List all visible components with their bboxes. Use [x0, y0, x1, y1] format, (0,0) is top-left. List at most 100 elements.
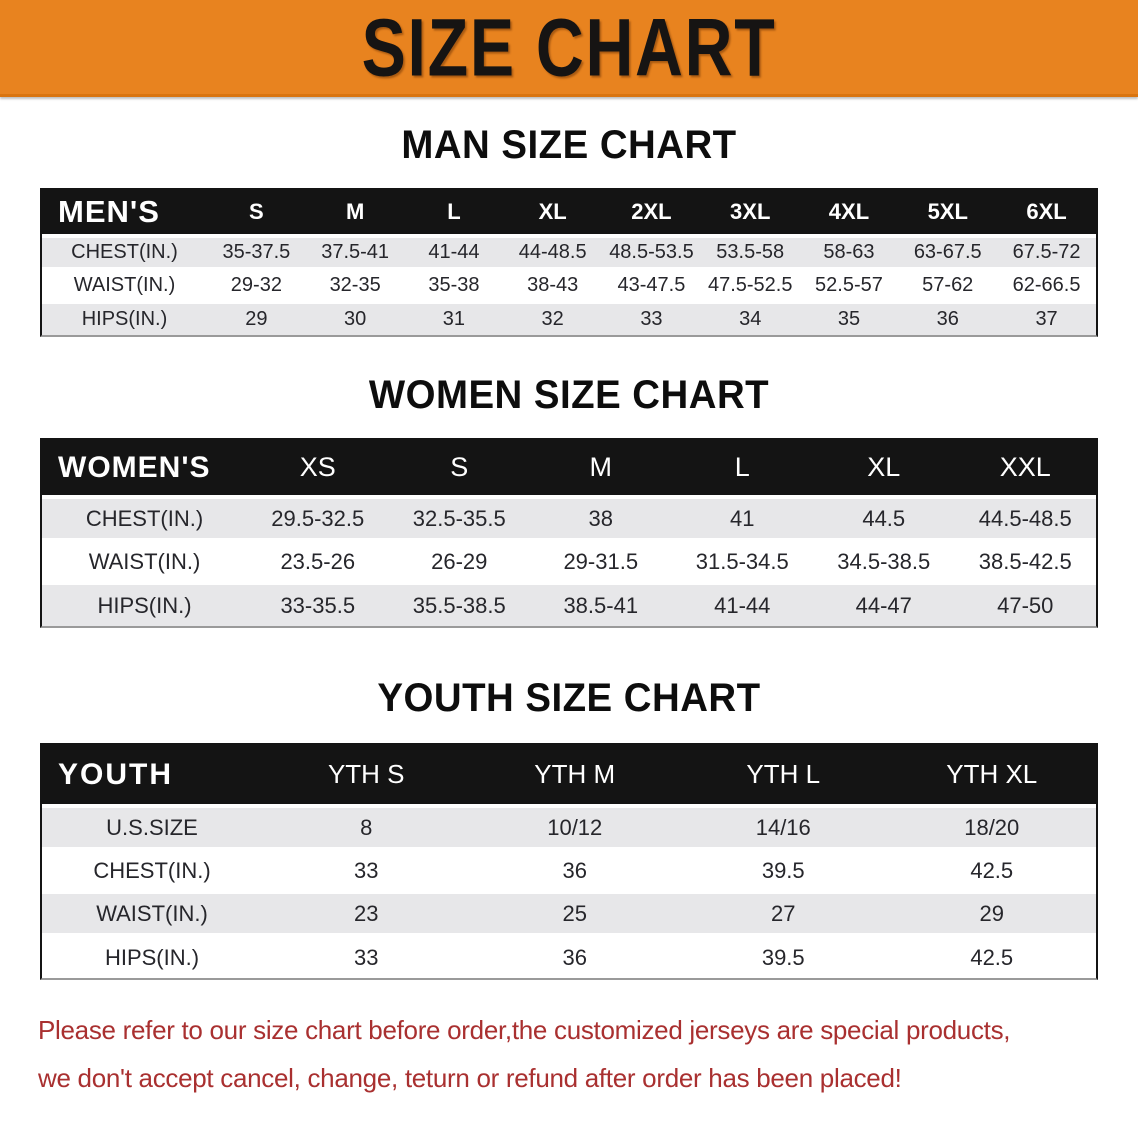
size-value-cell: 42.5 [887, 849, 1096, 892]
size-column-header: YTH L [679, 745, 888, 808]
size-value-cell: 35-37.5 [207, 236, 306, 269]
size-value-cell: 44.5 [813, 497, 955, 540]
table-row: WAIST(IN.) 23 25 27 29 [42, 892, 1096, 935]
size-value-cell: 48.5-53.5 [602, 236, 701, 269]
table-row: HIPS(IN.) 29 30 31 32 33 34 35 36 37 [42, 302, 1096, 335]
women-section-heading: WOMEN SIZE CHART [368, 373, 770, 417]
size-value-cell: 33 [262, 849, 471, 892]
size-column-header: XL [813, 440, 955, 499]
women-size-table: WOMEN'S XS S M L XL XXL CHEST(IN.) 29.5-32.5 32.5… [40, 438, 1098, 628]
size-value-cell: 42.5 [887, 935, 1096, 978]
size-column-header: L [671, 440, 813, 499]
size-value-cell: 23.5-26 [247, 540, 389, 583]
size-column-header: 2XL [602, 190, 701, 238]
size-value-cell: 62-66.5 [997, 269, 1096, 302]
size-section-youth: YOUTH SIZE CHART YOUTH YTH S YTH M YTH L YTH … [0, 676, 1138, 980]
size-value-cell: 30 [305, 302, 405, 335]
size-chart-banner: SIZE CHART [0, 0, 1138, 97]
size-value-cell: 32 [503, 302, 603, 335]
men-size-table: MEN'S S M L XL 2XL 3XL 4XL 5XL 6XL CHEST(IN.) 35-37… [40, 188, 1098, 337]
size-value-cell: 38.5-41 [530, 583, 672, 626]
size-value-cell: 38-43 [503, 269, 603, 302]
size-column-header: S [207, 190, 306, 238]
youth-section-heading: YOUTH SIZE CHART [377, 676, 761, 720]
size-value-cell: 39.5 [679, 849, 888, 892]
size-value-cell: 26-29 [388, 540, 530, 583]
size-value-cell: 35.5-38.5 [388, 583, 530, 626]
table-header-row: YOUTH YTH S YTH M YTH L YTH XL [42, 745, 1096, 808]
size-value-cell: 32-35 [305, 269, 405, 302]
size-value-cell: 41-44 [404, 236, 504, 269]
size-value-cell: 67.5-72 [997, 236, 1096, 269]
size-value-cell: 35-38 [404, 269, 504, 302]
size-value-cell: 27 [679, 892, 888, 935]
notice-line-2: we don't accept cancel, change, teturn o… [38, 1063, 902, 1093]
youth-table-title: YOUTH [42, 745, 262, 808]
table-header-row: MEN'S S M L XL 2XL 3XL 4XL 5XL 6XL [42, 190, 1096, 238]
size-value-cell: 53.5-58 [700, 236, 800, 269]
table-row: WAIST(IN.) 29-32 32-35 35-38 38-43 43-47.5 47.… [42, 269, 1096, 302]
size-column-header: S [388, 440, 530, 499]
size-column-header: YTH S [262, 745, 471, 808]
size-value-cell: 10/12 [470, 806, 679, 849]
size-value-cell: 29 [207, 302, 306, 335]
row-label: WAIST(IN.) [42, 540, 247, 583]
size-column-header: 6XL [997, 190, 1096, 238]
size-value-cell: 44-47 [813, 583, 955, 626]
size-value-cell: 8 [262, 806, 471, 849]
size-value-cell: 36 [470, 849, 679, 892]
size-value-cell: 36 [898, 302, 998, 335]
size-value-cell: 36 [470, 935, 679, 978]
size-column-header: YTH M [470, 745, 679, 808]
size-value-cell: 32.5-35.5 [388, 497, 530, 540]
men-section-heading: MAN SIZE CHART [401, 123, 737, 167]
row-label: CHEST(IN.) [42, 497, 247, 540]
size-value-cell: 41-44 [671, 583, 813, 626]
size-value-cell: 44.5-48.5 [954, 497, 1096, 540]
women-table-title: WOMEN'S [42, 440, 247, 499]
size-value-cell: 41 [671, 497, 813, 540]
size-value-cell: 29-31.5 [530, 540, 672, 583]
size-value-cell: 43-47.5 [602, 269, 701, 302]
size-value-cell: 57-62 [898, 269, 998, 302]
size-value-cell: 33-35.5 [247, 583, 389, 626]
size-column-header: M [530, 440, 672, 499]
size-column-header: YTH XL [887, 745, 1096, 808]
row-label: HIPS(IN.) [42, 935, 262, 978]
size-value-cell: 37.5-41 [305, 236, 405, 269]
row-label: HIPS(IN.) [42, 583, 247, 626]
size-value-cell: 33 [602, 302, 701, 335]
size-value-cell: 31 [404, 302, 504, 335]
size-value-cell: 38.5-42.5 [954, 540, 1096, 583]
size-column-header: XXL [954, 440, 1096, 499]
row-label: WAIST(IN.) [42, 269, 207, 302]
size-value-cell: 35 [799, 302, 899, 335]
order-notice: Please refer to our size chart before or… [0, 1006, 1138, 1102]
size-value-cell: 58-63 [799, 236, 899, 269]
size-value-cell: 38 [530, 497, 672, 540]
size-column-header: M [305, 190, 405, 238]
table-row: U.S.SIZE 8 10/12 14/16 18/20 [42, 806, 1096, 849]
banner-title: SIZE CHART [361, 0, 777, 93]
table-row: CHEST(IN.) 33 36 39.5 42.5 [42, 849, 1096, 892]
table-row: HIPS(IN.) 33 36 39.5 42.5 [42, 935, 1096, 978]
size-column-header: 4XL [799, 190, 899, 238]
size-value-cell: 18/20 [887, 806, 1096, 849]
size-value-cell: 47-50 [954, 583, 1096, 626]
size-value-cell: 37 [997, 302, 1096, 335]
table-row: WAIST(IN.) 23.5-26 26-29 29-31.5 31.5-34.5 34… [42, 540, 1096, 583]
size-value-cell: 33 [262, 935, 471, 978]
size-chart-sections: MAN SIZE CHART MEN'S S M L XL 2XL 3XL 4XL 5XL 6XL C… [0, 123, 1138, 980]
size-value-cell: 44-48.5 [503, 236, 603, 269]
size-column-header: 5XL [898, 190, 998, 238]
size-value-cell: 34.5-38.5 [813, 540, 955, 583]
size-value-cell: 29.5-32.5 [247, 497, 389, 540]
size-column-header: 3XL [700, 190, 800, 238]
size-column-header: L [404, 190, 504, 238]
size-column-header: XS [247, 440, 389, 499]
size-section-men: MAN SIZE CHART MEN'S S M L XL 2XL 3XL 4XL 5XL 6XL C… [0, 123, 1138, 337]
size-value-cell: 14/16 [679, 806, 888, 849]
table-header-row: WOMEN'S XS S M L XL XXL [42, 440, 1096, 499]
size-value-cell: 25 [470, 892, 679, 935]
size-value-cell: 47.5-52.5 [700, 269, 800, 302]
